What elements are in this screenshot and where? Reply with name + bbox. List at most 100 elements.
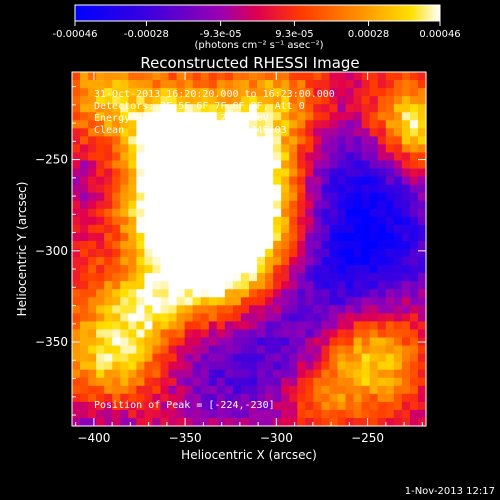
- heatmap-cell: [417, 80, 427, 89]
- heatmap-cell: [160, 208, 170, 218]
- heatmap-cell: [353, 192, 363, 202]
- heatmap-cell: [176, 240, 186, 250]
- heatmap-cell: [401, 104, 411, 113]
- heatmap-cell: [361, 96, 371, 105]
- heatmap-cell: [184, 208, 194, 218]
- heatmap-cell: [136, 72, 146, 81]
- heatmap-cell: [112, 128, 121, 137]
- heatmap-cell: [200, 240, 210, 250]
- heatmap-cell: [120, 321, 129, 331]
- heatmap-cell: [144, 257, 154, 266]
- heatmap-cell: [144, 385, 154, 395]
- heatmap-cell: [281, 361, 290, 371]
- heatmap-cell: [353, 224, 363, 234]
- colorbar-gradient: [74, 4, 441, 22]
- heatmap-cell: [345, 273, 355, 282]
- heatmap-cell: [313, 160, 323, 170]
- heatmap-cell: [273, 297, 282, 306]
- heatmap-cell: [289, 240, 298, 250]
- heatmap-cell: [393, 240, 403, 250]
- heatmap-cell: [281, 273, 290, 282]
- heatmap-cell: [160, 200, 170, 210]
- heatmap-cell: [401, 377, 411, 387]
- heatmap-cell: [224, 208, 234, 218]
- heatmap-cell: [297, 257, 306, 266]
- heatmap-cell: [192, 313, 202, 323]
- heatmap-cell: [393, 353, 403, 363]
- heatmap-cell: [80, 249, 89, 258]
- heatmap-cell: [369, 401, 379, 411]
- heatmap-cell: [281, 176, 290, 186]
- heatmap-cell: [329, 80, 339, 89]
- heatmap-cell: [152, 281, 162, 290]
- heatmap-cell: [401, 249, 411, 258]
- heatmap-cell: [313, 409, 323, 419]
- heatmap-cell: [240, 377, 250, 387]
- heatmap-cell: [144, 345, 154, 355]
- heatmap-cell: [88, 265, 97, 274]
- heatmap-cell: [321, 401, 331, 411]
- heatmap-cell: [96, 216, 105, 226]
- heatmap-cell: [409, 72, 419, 81]
- heatmap-cell: [377, 160, 387, 170]
- heatmap-cell: [224, 297, 234, 306]
- heatmap-cell: [144, 176, 154, 186]
- heatmap-cell: [240, 152, 250, 162]
- heatmap-cell: [232, 329, 242, 339]
- heatmap-cell: [240, 224, 250, 234]
- heatmap-cell: [305, 297, 314, 306]
- heatmap-cell: [257, 192, 266, 202]
- heatmap-cell: [409, 240, 419, 250]
- heatmap-cell: [144, 112, 154, 121]
- heatmap-cell: [361, 208, 371, 218]
- heatmap-cell: [208, 281, 218, 290]
- heatmap-cell: [273, 417, 282, 427]
- heatmap-cell: [224, 401, 234, 411]
- heatmap-cell: [337, 184, 347, 194]
- heatmap-cell: [385, 377, 395, 387]
- heatmap-cell: [345, 337, 355, 347]
- heatmap-cell: [417, 104, 427, 113]
- heatmap-cell: [72, 88, 81, 97]
- heatmap-cell: [409, 208, 419, 218]
- heatmap-cell: [289, 369, 298, 379]
- heatmap-cell: [393, 265, 403, 274]
- heatmap-cell: [192, 305, 202, 314]
- heatmap-cell: [345, 281, 355, 290]
- heatmap-cell: [88, 224, 97, 234]
- heatmap-cell: [200, 168, 210, 178]
- heatmap-cell: [184, 393, 194, 403]
- heatmap-cell: [104, 257, 113, 266]
- heatmap-cell: [192, 120, 202, 129]
- heatmap-cell: [176, 208, 186, 218]
- heatmap-cell: [361, 273, 371, 282]
- heatmap-cell: [72, 160, 81, 170]
- heatmap-cell: [232, 80, 242, 89]
- heatmap-cell: [257, 224, 266, 234]
- heatmap-cell: [152, 361, 162, 371]
- heatmap-cell: [273, 136, 282, 146]
- heatmap-cell: [160, 257, 170, 266]
- heatmap-cell: [329, 345, 339, 355]
- heatmap-cell: [112, 184, 121, 194]
- heatmap-cell: [417, 297, 427, 306]
- heatmap-cell: [393, 120, 403, 129]
- heatmap-cell: [168, 361, 178, 371]
- heatmap-cell: [313, 265, 323, 274]
- heatmap-cell: [297, 224, 306, 234]
- heatmap-cell: [224, 240, 234, 250]
- annotations: 31-Oct-2013 16:20:20.000 to 16:23:00.000…: [94, 89, 335, 136]
- heatmap-cell: [216, 313, 226, 323]
- heatmap-cell: [257, 385, 266, 395]
- heatmap-cell: [224, 144, 234, 154]
- heatmap-cell: [345, 329, 355, 339]
- heatmap-cell: [144, 281, 154, 290]
- heatmap-cell: [273, 409, 282, 419]
- heatmap-cell: [337, 265, 347, 274]
- heatmap-cell: [168, 112, 178, 121]
- heatmap-cell: [176, 200, 186, 210]
- heatmap-cell: [160, 144, 170, 154]
- heatmap-cell: [329, 128, 339, 137]
- heatmap-cell: [353, 345, 363, 355]
- heatmap-cell: [136, 120, 146, 129]
